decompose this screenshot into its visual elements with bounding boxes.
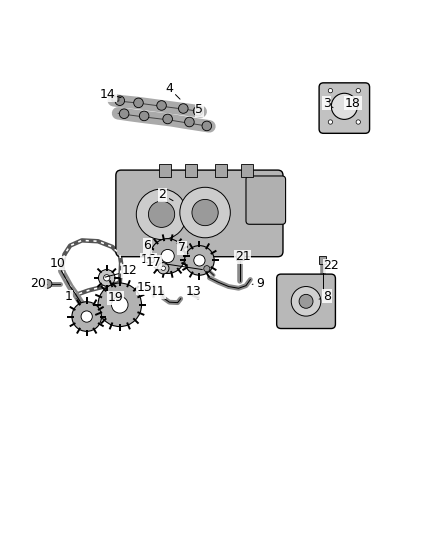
Text: 1: 1 [65,290,76,303]
Text: 12: 12 [105,264,138,277]
Text: 13: 13 [186,285,201,298]
FancyBboxPatch shape [246,176,286,224]
Circle shape [328,120,332,124]
Ellipse shape [185,117,194,127]
Text: 10: 10 [50,256,66,270]
Circle shape [98,283,141,327]
Text: 8: 8 [319,289,331,303]
Circle shape [180,187,230,238]
Ellipse shape [134,98,143,108]
Circle shape [158,263,169,274]
Circle shape [112,296,128,313]
Text: 9: 9 [252,277,264,289]
Ellipse shape [179,104,188,114]
Circle shape [185,246,214,275]
Ellipse shape [202,121,212,131]
Ellipse shape [139,111,149,120]
Circle shape [103,274,110,281]
Circle shape [81,311,92,322]
Text: 4: 4 [165,82,180,99]
Text: 5: 5 [195,103,203,116]
Text: 11: 11 [149,285,165,298]
Text: 3: 3 [323,97,333,110]
Ellipse shape [115,96,124,106]
Circle shape [150,239,185,273]
Ellipse shape [163,114,173,124]
Circle shape [328,88,332,93]
Bar [241,164,253,177]
Text: 21: 21 [235,251,251,263]
Circle shape [291,287,321,316]
Circle shape [150,285,156,292]
Ellipse shape [119,109,129,118]
Text: 2: 2 [159,188,173,201]
Circle shape [72,302,102,332]
Circle shape [161,266,166,270]
Circle shape [299,294,313,308]
FancyBboxPatch shape [116,170,283,257]
Text: 19: 19 [108,292,123,304]
Text: 16: 16 [141,254,156,266]
Bar [185,164,197,177]
Circle shape [136,189,187,239]
Circle shape [99,270,115,286]
Text: 15: 15 [136,281,152,294]
Circle shape [148,201,175,228]
FancyBboxPatch shape [112,97,119,101]
Circle shape [356,88,360,93]
Circle shape [331,93,357,119]
Bar [236,252,244,260]
Ellipse shape [157,101,166,110]
Ellipse shape [193,107,203,116]
Circle shape [356,120,360,124]
Circle shape [43,279,52,288]
Bar [319,256,326,264]
Text: 18: 18 [345,97,361,110]
Circle shape [194,255,205,266]
Text: 20: 20 [31,277,47,289]
FancyBboxPatch shape [277,274,336,328]
Text: 7: 7 [178,241,187,254]
Bar [215,164,227,177]
Text: 6: 6 [143,239,154,252]
Circle shape [192,199,218,225]
Circle shape [204,265,210,272]
Bar [159,164,171,177]
FancyBboxPatch shape [319,83,370,133]
Circle shape [161,249,174,263]
Text: 22: 22 [323,259,339,272]
Text: 14: 14 [100,88,121,101]
Text: 17: 17 [146,256,202,270]
